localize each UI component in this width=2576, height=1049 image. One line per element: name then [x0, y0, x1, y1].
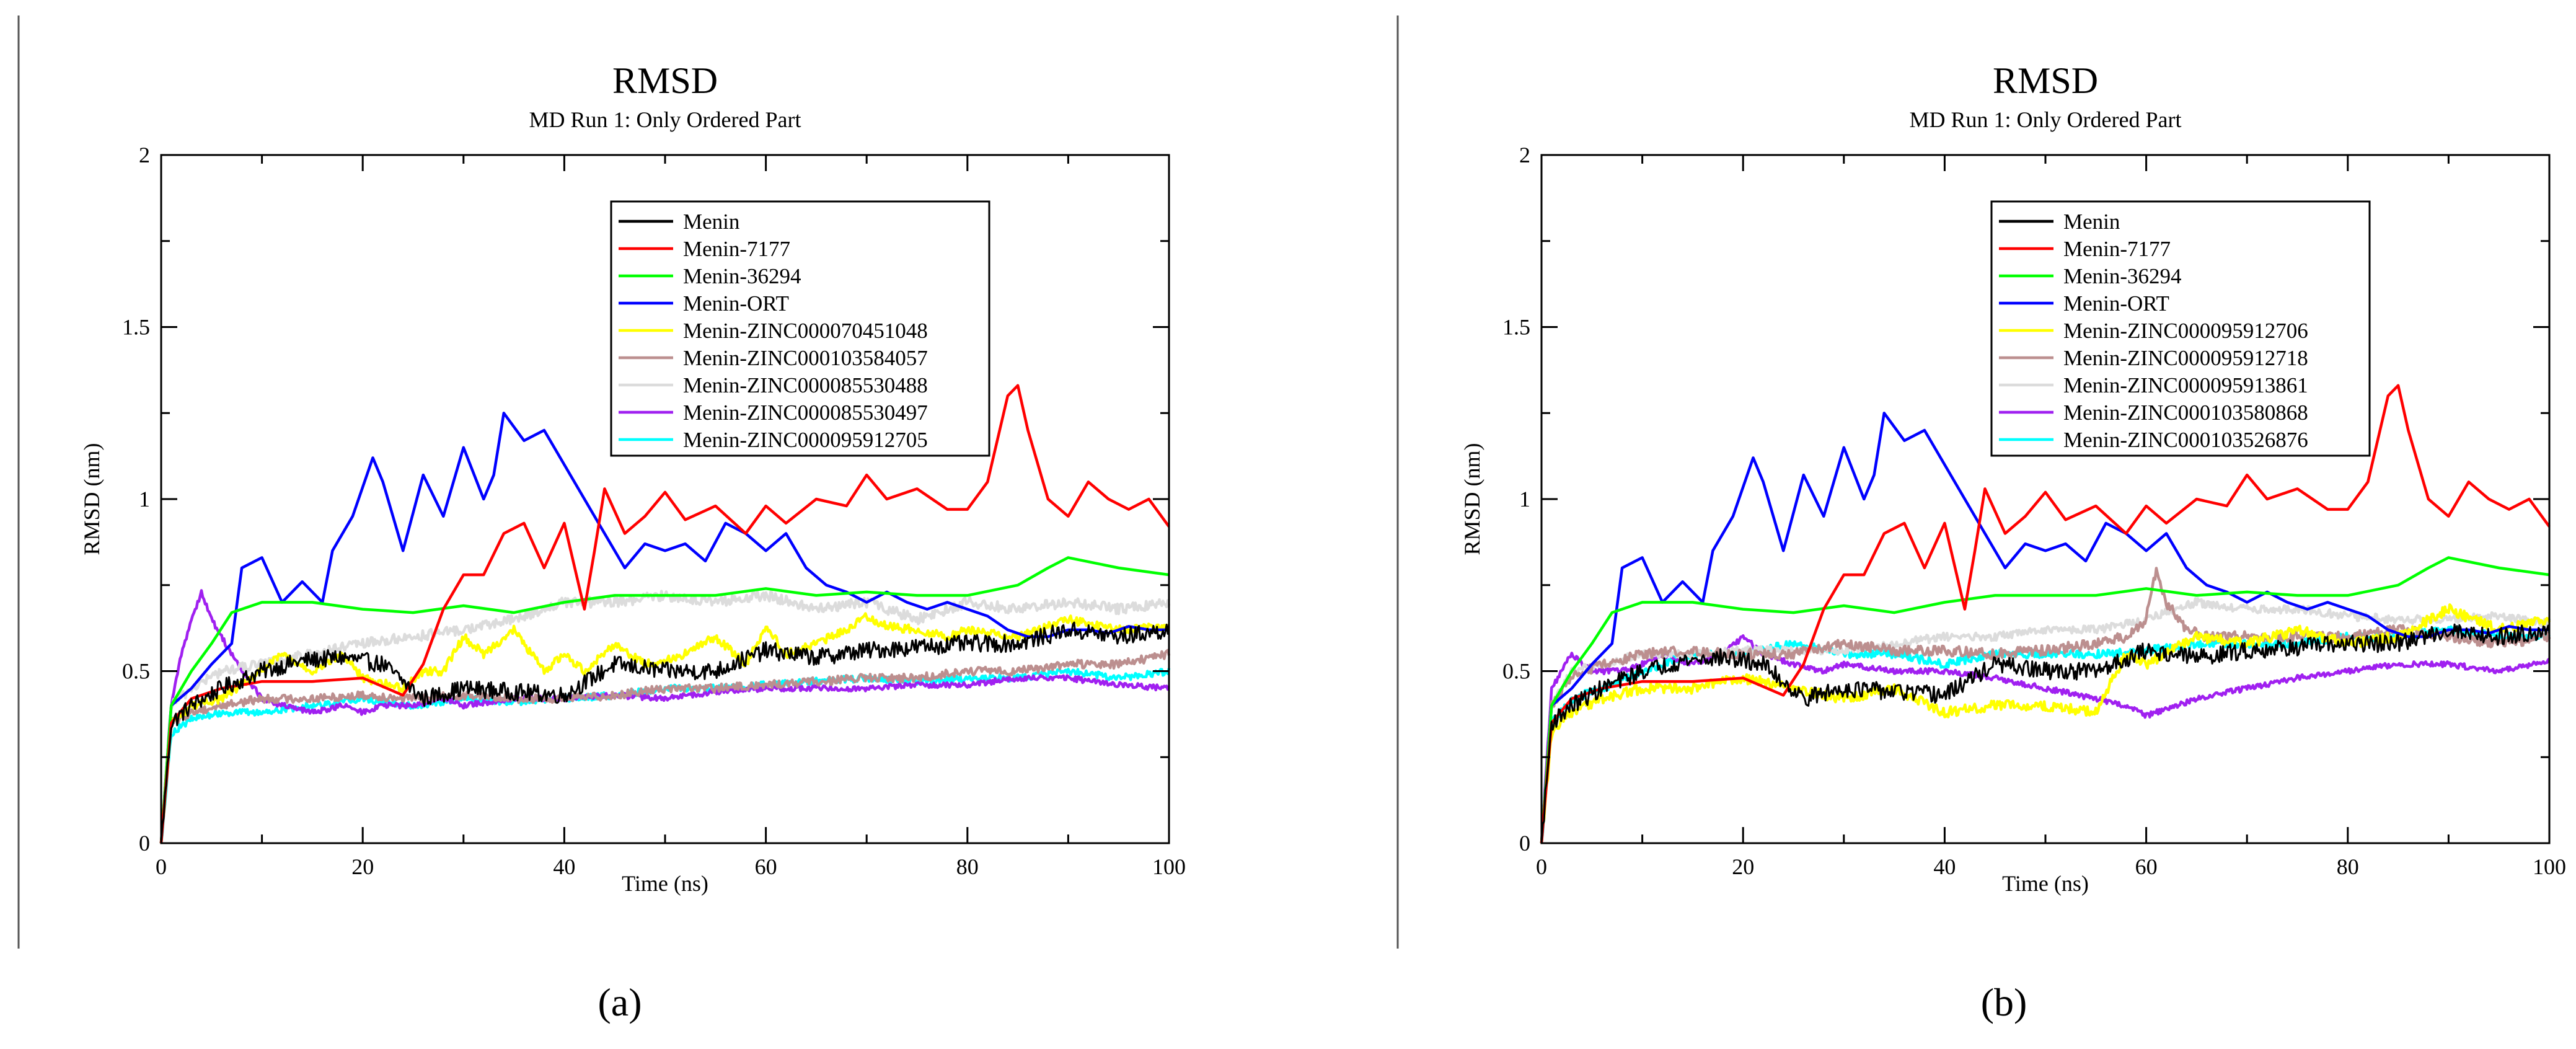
- legend-entry: Menin-7177: [683, 237, 790, 261]
- y-tick-label: 1.5: [1502, 315, 1530, 340]
- axes-layer: 0 20 40 60 80 100 0 0.5 1 1.5 2: [1502, 143, 2566, 879]
- series-line-0: [160, 621, 1170, 844]
- legend-entry: Menin-7177: [2063, 237, 2171, 261]
- x-tick-label: 20: [1732, 854, 1754, 879]
- x-tick-label: 20: [351, 854, 374, 879]
- chart-subtitle: MD Run 1: Only Ordered Part: [1910, 107, 2182, 132]
- y-tick-label: 0: [1519, 831, 1530, 856]
- series-line-5: [159, 648, 1171, 844]
- chart-panel-b: RMSD MD Run 1: Only Ordered Part 0 20 40 60…: [1460, 60, 2566, 896]
- y-tick-label: 2: [1519, 143, 1530, 167]
- series-line-4: [159, 612, 1170, 844]
- legend-entry: Menin-ZINC000103584057: [683, 346, 928, 370]
- x-tick-label: 0: [156, 854, 167, 879]
- legend-entry: Menin: [2063, 210, 2120, 234]
- y-tick-label: 0.5: [122, 659, 150, 684]
- series-line-6: [159, 590, 1171, 844]
- legend-entry: Menin-36294: [683, 264, 801, 288]
- y-axis-label: RMSD (nm): [1460, 443, 1484, 555]
- legend-entry: Menin: [683, 210, 739, 234]
- series-line-2: [1540, 556, 2550, 844]
- chart-title: RMSD: [612, 60, 718, 101]
- legend-entry: Menin-ZINC000095912718: [2063, 346, 2308, 370]
- x-tick-label: 80: [956, 854, 979, 879]
- series-line-1: [1540, 384, 2551, 844]
- series-line-5: [1540, 567, 2551, 844]
- legend-entry: Menin-ORT: [683, 291, 789, 316]
- series-line-0: [1540, 623, 2551, 844]
- legend-entry: Menin-ZINC000095913861: [2063, 373, 2308, 397]
- legend-entry: Menin-ZINC000103580868: [2063, 401, 2308, 425]
- x-tick-label: 40: [553, 854, 575, 879]
- y-tick-label: 1: [139, 487, 150, 511]
- x-tick-label: 40: [1933, 854, 1956, 879]
- legend-entry: Menin-ZINC000095912706: [2063, 319, 2308, 343]
- legend-entry: Menin-ZINC000085530497: [683, 401, 928, 425]
- legend-box: [610, 200, 990, 457]
- y-tick-label: 0: [139, 831, 150, 856]
- legend: Menin Menin-7177 Menin-36294 Menin-ORT Menin…: [1990, 200, 2371, 457]
- series-line-7: [159, 589, 1170, 844]
- legend-entry: Menin-ORT: [2063, 291, 2169, 316]
- x-axis-label: Time (ns): [2002, 871, 2089, 896]
- x-tick-label: 100: [1152, 854, 1186, 879]
- chart-panel-a: RMSD MD Run 1: Only Ordered Part 0 20 40 60…: [79, 60, 1186, 896]
- legend-entry: Menin-ZINC000095912705: [683, 428, 928, 452]
- panel-label-b: (b): [1981, 980, 2027, 1024]
- chart-title: RMSD: [1993, 60, 2098, 101]
- series-layer: [159, 384, 1171, 844]
- x-tick-label: 0: [1536, 854, 1547, 879]
- y-tick-label: 1.5: [122, 315, 150, 340]
- series-line-7: [1540, 634, 2551, 844]
- legend-entry: Menin-ZINC000085530488: [683, 373, 928, 397]
- y-tick-label: 2: [139, 143, 150, 167]
- y-tick-label: 1: [1519, 487, 1530, 511]
- legend-box: [1990, 200, 2371, 457]
- legend-entry: Menin-36294: [2063, 264, 2182, 288]
- series-line-3: [1540, 412, 2549, 844]
- x-axis-label: Time (ns): [622, 871, 708, 896]
- axes-layer: 0 20 40 60 80 100 0 0.5 1 1.5 2: [122, 143, 1186, 879]
- x-tick-label: 60: [2135, 854, 2158, 879]
- x-tick-label: 100: [2533, 854, 2566, 879]
- legend-entry: Menin-ZINC000103526876: [2063, 428, 2308, 452]
- series-line-3: [159, 412, 1169, 844]
- series-line-2: [159, 556, 1170, 844]
- x-tick-label: 60: [755, 854, 777, 879]
- legend: Menin Menin-7177 Menin-36294 Menin-ORT Menin…: [610, 200, 990, 457]
- series-layer: [1540, 384, 2551, 844]
- x-tick-label: 80: [2337, 854, 2359, 879]
- y-tick-label: 0.5: [1502, 659, 1530, 684]
- chart-subtitle: MD Run 1: Only Ordered Part: [529, 107, 801, 132]
- y-axis-label: RMSD (nm): [79, 443, 104, 555]
- panel-label-a: (a): [598, 980, 642, 1024]
- legend-entry: Menin-ZINC000070451048: [683, 319, 928, 343]
